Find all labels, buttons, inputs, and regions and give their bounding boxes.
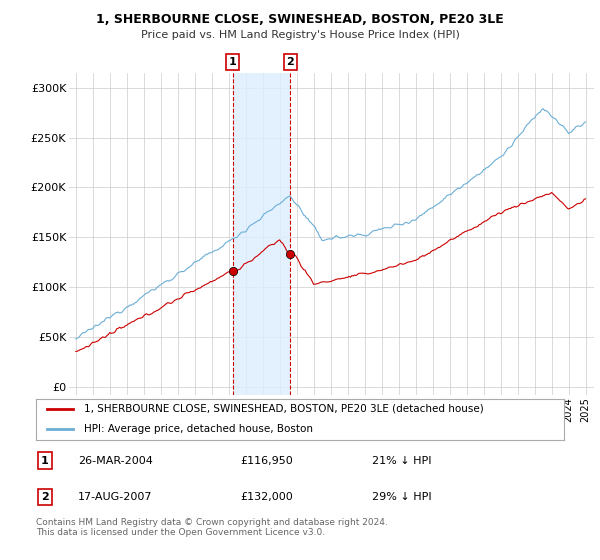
Text: Price paid vs. HM Land Registry's House Price Index (HPI): Price paid vs. HM Land Registry's House … xyxy=(140,30,460,40)
Text: 2: 2 xyxy=(41,492,49,502)
Text: HPI: Average price, detached house, Boston: HPI: Average price, detached house, Bost… xyxy=(83,424,313,435)
Text: £116,950: £116,950 xyxy=(240,456,293,465)
Bar xyxy=(233,73,290,395)
Text: 29% ↓ HPI: 29% ↓ HPI xyxy=(372,492,431,502)
Text: 1, SHERBOURNE CLOSE, SWINESHEAD, BOSTON, PE20 3LE (detached house): 1, SHERBOURNE CLOSE, SWINESHEAD, BOSTON,… xyxy=(83,404,483,414)
Text: 2: 2 xyxy=(286,57,294,67)
Text: 1: 1 xyxy=(229,57,236,67)
Text: 1: 1 xyxy=(41,456,49,465)
Text: £132,000: £132,000 xyxy=(240,492,293,502)
Text: 1, SHERBOURNE CLOSE, SWINESHEAD, BOSTON, PE20 3LE: 1, SHERBOURNE CLOSE, SWINESHEAD, BOSTON,… xyxy=(96,13,504,26)
Text: Contains HM Land Registry data © Crown copyright and database right 2024.
This d: Contains HM Land Registry data © Crown c… xyxy=(36,518,388,538)
Text: 21% ↓ HPI: 21% ↓ HPI xyxy=(372,456,431,465)
Text: 26-MAR-2004: 26-MAR-2004 xyxy=(78,456,153,465)
Text: 17-AUG-2007: 17-AUG-2007 xyxy=(78,492,152,502)
